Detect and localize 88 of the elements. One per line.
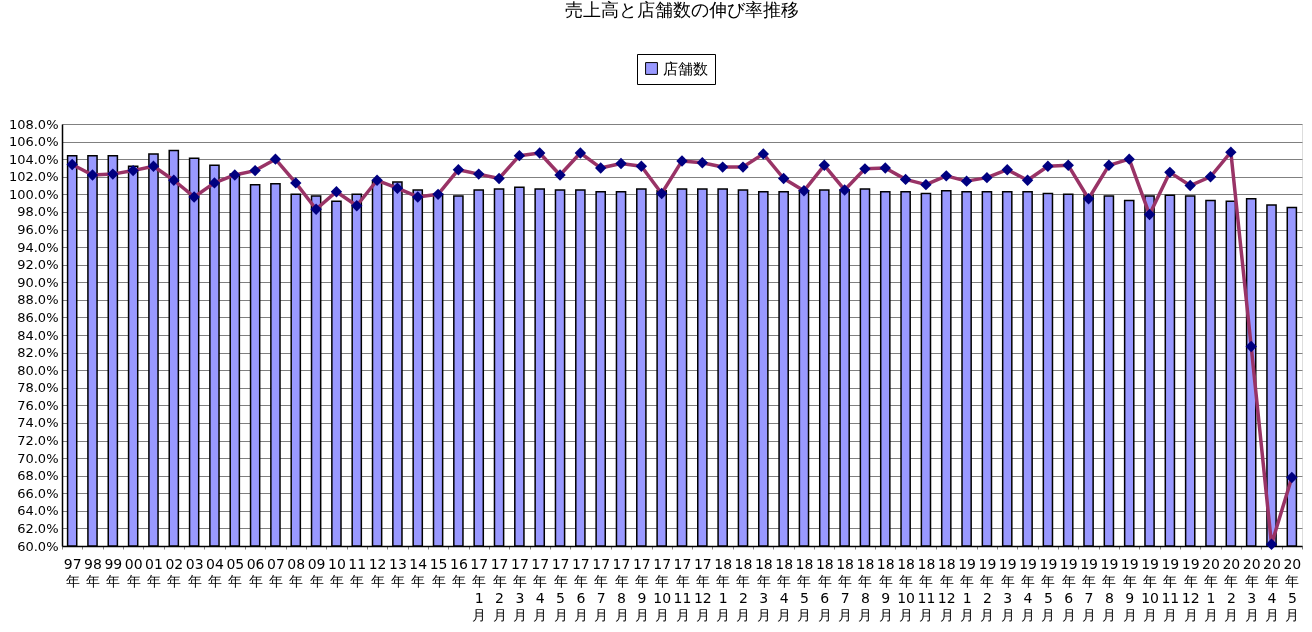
x-tick-label: 20年5月 <box>1283 555 1302 623</box>
chart-title: 売上高と店舗数の伸び率推移 <box>565 0 799 20</box>
y-tick-label: 100.0% <box>8 186 59 202</box>
x-tick-label: 19年7月 <box>1080 555 1098 623</box>
x-tick-label: 04年 <box>206 555 224 589</box>
x-tick-label: 08年 <box>287 555 306 589</box>
x-tick-label: 03年 <box>185 555 204 589</box>
x-tick-label: 18年12月 <box>937 555 956 623</box>
y-tick-label: 104.0% <box>8 151 59 167</box>
x-tick-label: 16年 <box>449 555 468 589</box>
x-tick-label: 19年4月 <box>1019 555 1037 623</box>
x-tick-label: 20年2月 <box>1222 555 1241 623</box>
x-tick-label: 99年 <box>104 555 123 589</box>
y-tick-label: 76.0% <box>17 397 59 413</box>
x-tick-label: 17年12月 <box>693 555 712 623</box>
x-tick-label: 19年1月 <box>958 555 976 623</box>
y-tick-label: 86.0% <box>17 309 59 325</box>
y-tick-label: 84.0% <box>17 327 59 343</box>
y-tick-label: 68.0% <box>17 468 59 484</box>
x-tick-label: 18年10月 <box>897 555 916 623</box>
x-tick-label: 20年1月 <box>1202 555 1220 623</box>
y-tick-label: 108.0% <box>8 116 59 132</box>
x-tick-label: 00年 <box>124 555 143 589</box>
x-tick-label: 98年 <box>84 555 102 589</box>
x-tick-label: 05年 <box>226 555 245 589</box>
x-tick-label: 17年7月 <box>592 555 611 623</box>
x-tick-label: 11年 <box>348 555 367 589</box>
x-tick-label: 17年11月 <box>673 555 692 623</box>
x-tick-label: 17年8月 <box>612 555 631 623</box>
x-tick-label: 02年 <box>165 555 184 589</box>
x-tick-label: 13年 <box>389 555 407 589</box>
x-tick-label: 18年11月 <box>917 555 936 623</box>
x-tick-label: 18年3月 <box>754 555 773 623</box>
x-tick-label: 18年5月 <box>795 555 814 623</box>
y-tick-label: 90.0% <box>17 274 59 290</box>
x-tick-label: 17年5月 <box>551 555 570 623</box>
y-tick-label: 78.0% <box>17 380 59 396</box>
x-tick-label: 18年8月 <box>856 555 875 623</box>
x-tick-label: 20年4月 <box>1263 555 1281 623</box>
y-tick-label: 96.0% <box>17 222 59 237</box>
x-tick-label: 12年 <box>368 555 387 589</box>
y-tick-label: 82.0% <box>17 345 59 361</box>
x-tick-label: 17年3月 <box>510 555 529 623</box>
x-tick-label: 14年 <box>409 555 428 589</box>
x-tick-label: 01年 <box>145 555 163 589</box>
y-tick-label: 106.0% <box>8 134 59 150</box>
y-tick-label: 102.0% <box>8 169 59 185</box>
y-tick-label: 80.0% <box>17 362 59 378</box>
x-tick-label: 09年 <box>307 555 326 589</box>
x-tick-label: 06年 <box>246 555 265 589</box>
y-tick-label: 94.0% <box>17 239 59 255</box>
x-tick-label: 18年2月 <box>734 555 753 623</box>
x-tick-label: 18年9月 <box>876 555 895 623</box>
x-tick-label: 15年 <box>429 555 448 589</box>
x-tick-label: 18年1月 <box>714 555 733 623</box>
y-tick-label: 64.0% <box>17 503 59 519</box>
x-tick-label: 97年 <box>63 555 82 589</box>
x-tick-label: 19年5月 <box>1039 555 1058 623</box>
x-tick-label: 17年6月 <box>571 555 590 623</box>
x-tick-label: 19年8月 <box>1100 555 1119 623</box>
x-tick-label: 19年10月 <box>1141 555 1159 623</box>
y-tick-label: 72.0% <box>17 433 59 448</box>
x-tick-label: 19年12月 <box>1181 555 1200 623</box>
x-tick-label: 19年11月 <box>1161 555 1180 623</box>
y-tick-label: 62.0% <box>17 520 59 536</box>
x-tick-label: 19年6月 <box>1059 555 1078 623</box>
y-tick-label: 98.0% <box>17 204 59 220</box>
x-tick-label: 17年4月 <box>531 555 550 623</box>
x-tick-label: 17年2月 <box>490 555 509 623</box>
x-tick-label: 17年1月 <box>470 555 489 623</box>
x-tick-label: 18年7月 <box>836 555 855 623</box>
legend-label: 店舗数 <box>663 59 708 78</box>
y-tick-label: 66.0% <box>17 485 59 501</box>
x-tick-label: 19年3月 <box>998 555 1017 623</box>
x-tick-label: 19年2月 <box>978 555 997 623</box>
y-tick-label: 92.0% <box>17 257 59 273</box>
y-tick-label: 70.0% <box>17 450 59 466</box>
x-tick-label: 20年3月 <box>1242 555 1261 623</box>
y-tick-label: 74.0% <box>17 415 59 431</box>
x-tick-label: 18年6月 <box>815 555 834 623</box>
x-tick-label: 10年 <box>328 555 346 589</box>
x-tick-label: 07年 <box>267 555 285 589</box>
x-tick-label: 19年9月 <box>1120 555 1139 623</box>
y-tick-label: 88.0% <box>17 292 59 308</box>
x-tick-label: 17年10月 <box>653 555 672 623</box>
x-tick-label: 17年9月 <box>632 555 651 623</box>
x-tick-label: 18年4月 <box>775 555 794 623</box>
y-tick-label: 60.0% <box>17 538 59 554</box>
